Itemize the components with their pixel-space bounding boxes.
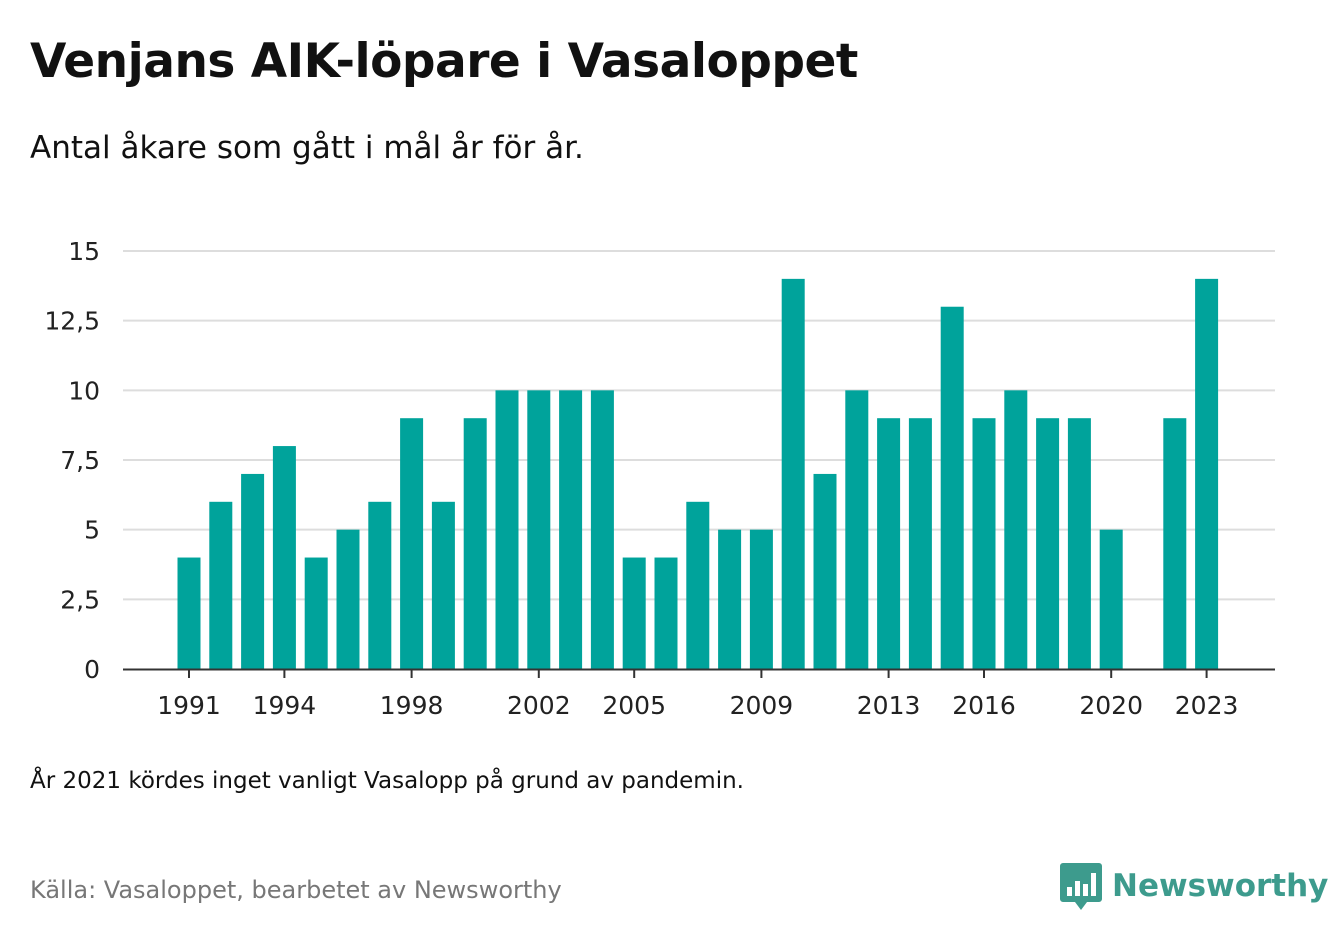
y-tick-label: 5	[84, 516, 100, 545]
y-tick-label: 10	[68, 376, 100, 405]
bar-2008	[718, 529, 742, 669]
x-tick-label: 1998	[380, 691, 444, 720]
chart-subtitle: Antal åkare som gått i mål år för år.	[30, 130, 584, 166]
bar-2019	[1067, 418, 1091, 669]
chart-title: Venjans AIK-löpare i Vasaloppet	[30, 34, 858, 89]
x-tick-label: 2023	[1175, 691, 1239, 720]
bar-1996	[336, 529, 360, 669]
y-tick-label: 12,5	[44, 307, 100, 336]
bar-chart-speech-bubble-icon	[1060, 863, 1102, 910]
y-tick-label: 7,5	[60, 446, 100, 475]
x-tick-label: 2013	[857, 691, 921, 720]
y-tick-label: 2,5	[60, 585, 100, 614]
bar-2010	[781, 278, 805, 669]
x-tick-label: 2002	[507, 691, 571, 720]
bar-2017	[1004, 390, 1028, 669]
bar-2013	[877, 418, 901, 669]
bar-2012	[845, 390, 869, 669]
x-tick-label: 2020	[1079, 691, 1143, 720]
bar-1993	[241, 473, 265, 669]
y-tick-label: 15	[68, 237, 100, 266]
axes	[123, 668, 1275, 678]
bar-2023	[1195, 278, 1219, 669]
bar-1992	[209, 501, 233, 669]
bar-2006	[654, 557, 678, 669]
source-credit: Källa: Vasaloppet, bearbetet av Newswort…	[30, 876, 562, 904]
x-tick-label: 1994	[253, 691, 317, 720]
bar-2004	[590, 390, 614, 669]
bar-2001	[495, 390, 519, 669]
bar-1994	[272, 446, 296, 669]
x-tick-label: 2009	[730, 691, 794, 720]
newsworthy-logo: Newsworthy	[1060, 860, 1328, 912]
bar-2005	[622, 557, 646, 669]
x-tick-label: 1991	[157, 691, 221, 720]
bar-2011	[813, 473, 837, 669]
bar-1991	[177, 557, 201, 669]
bar-2007	[686, 501, 710, 669]
bar-1997	[368, 501, 392, 669]
bar-2020	[1099, 529, 1123, 669]
bar-1998	[400, 418, 424, 669]
bar-2018	[1036, 418, 1060, 669]
bars	[177, 278, 1219, 669]
bar-2000	[463, 418, 487, 669]
bar-2003	[559, 390, 583, 669]
x-tick-label: 2016	[952, 691, 1016, 720]
bar-1999	[431, 501, 455, 669]
bar-2016	[972, 418, 996, 669]
chart-note: År 2021 kördes inget vanligt Vasalopp på…	[30, 768, 744, 794]
bar-2009	[749, 529, 773, 669]
bar-2022	[1163, 418, 1187, 669]
logo-text: Newsworthy	[1112, 868, 1329, 904]
bar-1995	[304, 557, 328, 669]
y-tick-label: 0	[84, 655, 100, 684]
tick-labels: 0 2,5 5 7,5 10 12,5 15 1991 1994 1998 2002 2005 2009…	[44, 237, 1238, 720]
bar-2014	[908, 418, 932, 669]
bar-2015	[940, 306, 964, 669]
x-tick-label: 2005	[602, 691, 666, 720]
bar-2002	[527, 390, 551, 669]
